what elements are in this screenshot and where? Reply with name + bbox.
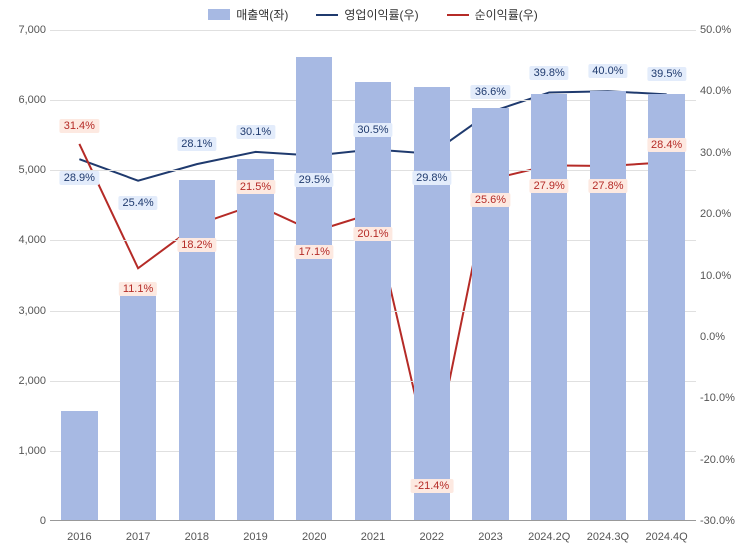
y-axis-right-label: -10.0% xyxy=(700,392,744,404)
net-margin-label: 27.9% xyxy=(530,179,569,193)
legend-swatch-line xyxy=(447,14,469,16)
operating-margin-label: 39.5% xyxy=(647,67,686,81)
y-axis-left-label: 4,000 xyxy=(2,234,46,246)
y-axis-right-label: -20.0% xyxy=(700,454,744,466)
revenue-bar xyxy=(179,180,215,520)
revenue-bar xyxy=(472,108,508,520)
net-margin-label: 27.8% xyxy=(588,179,627,193)
x-axis-label: 2022 xyxy=(419,531,443,543)
plot-area: 01,0002,0003,0004,0005,0006,0007,000-30.… xyxy=(50,30,696,521)
y-axis-right-label: 20.0% xyxy=(700,208,744,220)
legend: 매출액(좌) 영업이익률(우) 순이익률(우) xyxy=(0,6,746,23)
net-margin-label: 17.1% xyxy=(295,245,334,259)
x-axis-label: 2017 xyxy=(126,531,150,543)
x-axis-label: 2020 xyxy=(302,531,326,543)
x-axis-label: 2024.2Q xyxy=(528,531,570,543)
y-axis-right-label: 0.0% xyxy=(700,331,744,343)
y-axis-left-label: 6,000 xyxy=(2,94,46,106)
revenue-bar xyxy=(414,87,450,520)
operating-margin-label: 30.1% xyxy=(236,125,275,139)
legend-swatch-line xyxy=(316,14,338,16)
operating-margin-label: 36.6% xyxy=(471,85,510,99)
operating-margin-label: 25.4% xyxy=(118,196,157,210)
operating-margin-label: 39.8% xyxy=(530,66,569,80)
y-axis-left-label: 7,000 xyxy=(2,24,46,36)
y-axis-left-label: 3,000 xyxy=(2,305,46,317)
y-axis-left-label: 1,000 xyxy=(2,445,46,457)
operating-margin-label: 29.8% xyxy=(412,171,451,185)
x-axis-label: 2018 xyxy=(185,531,209,543)
combo-chart: 매출액(좌)영업이익률(우)순이익률(우) 01,0002,0003,0004,… xyxy=(0,0,746,551)
x-axis-label: 2021 xyxy=(361,531,385,543)
x-axis-label: 2024.4Q xyxy=(646,531,688,543)
y-axis-left-label: 2,000 xyxy=(2,375,46,387)
x-axis-label: 2016 xyxy=(67,531,91,543)
net-margin-label: 28.4% xyxy=(647,138,686,152)
legend-item: 순이익률(우) xyxy=(447,6,538,23)
x-axis-label: 2024.3Q xyxy=(587,531,629,543)
legend-label: 순이익률(우) xyxy=(475,6,538,23)
net-margin-label: 31.4% xyxy=(60,119,99,133)
legend-item: 매출액(좌) xyxy=(208,6,288,23)
y-axis-right-label: 50.0% xyxy=(700,24,744,36)
gridline xyxy=(50,30,696,31)
y-axis-left-label: 0 xyxy=(2,515,46,527)
operating-margin-label: 28.1% xyxy=(177,137,216,151)
net-margin-label: 11.1% xyxy=(119,282,157,296)
legend-label: 영업이익률(우) xyxy=(344,6,418,23)
operating-margin-label: 30.5% xyxy=(353,123,392,137)
y-axis-right-label: 10.0% xyxy=(700,270,744,282)
y-axis-right-label: 40.0% xyxy=(700,85,744,97)
revenue-bar xyxy=(296,57,332,520)
operating-margin-label: 28.9% xyxy=(60,171,99,185)
x-axis-label: 2023 xyxy=(478,531,502,543)
x-axis-label: 2019 xyxy=(243,531,267,543)
revenue-bar xyxy=(355,82,391,520)
operating-margin-label: 29.5% xyxy=(295,173,334,187)
legend-swatch-bar xyxy=(208,9,230,20)
revenue-bar xyxy=(120,296,156,520)
y-axis-right-label: -30.0% xyxy=(700,515,744,527)
net-margin-label: 21.5% xyxy=(236,180,275,194)
operating-margin-label: 40.0% xyxy=(588,64,627,78)
net-margin-label: 25.6% xyxy=(471,193,510,207)
y-axis-left-label: 5,000 xyxy=(2,164,46,176)
revenue-bar xyxy=(648,94,684,520)
net-margin-label: -21.4% xyxy=(410,479,453,493)
net-margin-label: 18.2% xyxy=(177,238,216,252)
revenue-bar xyxy=(531,94,567,520)
legend-label: 매출액(좌) xyxy=(236,6,288,23)
revenue-bar xyxy=(237,159,273,520)
net-margin-label: 20.1% xyxy=(353,227,392,241)
y-axis-right-label: 30.0% xyxy=(700,147,744,159)
revenue-bar xyxy=(61,411,97,520)
legend-item: 영업이익률(우) xyxy=(316,6,418,23)
revenue-bar xyxy=(590,91,626,520)
